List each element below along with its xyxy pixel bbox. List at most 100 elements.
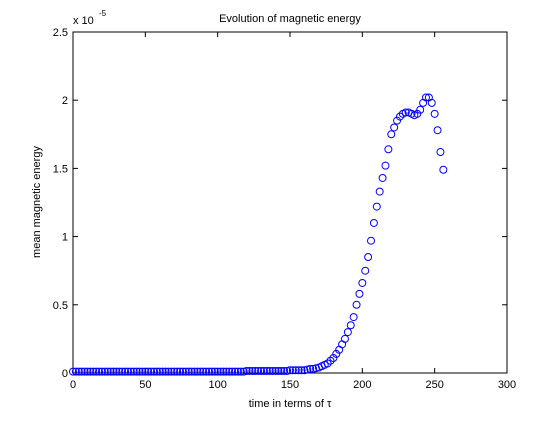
marker: [329, 353, 338, 362]
marker: [323, 359, 332, 368]
marker: [92, 367, 101, 376]
y-tick-label: 0.5: [53, 300, 68, 312]
marker: [248, 366, 257, 375]
marker: [349, 313, 358, 322]
marker: [190, 367, 199, 376]
marker: [233, 367, 242, 376]
marker: [375, 187, 384, 196]
chart-title: Evolution of magnetic energy: [219, 13, 361, 25]
marker: [381, 161, 390, 170]
marker: [283, 366, 292, 375]
marker: [115, 367, 124, 376]
marker: [268, 366, 277, 375]
marker: [439, 165, 448, 174]
marker: [416, 105, 425, 114]
marker: [135, 367, 144, 376]
marker: [286, 366, 294, 375]
marker: [401, 108, 410, 117]
marker: [83, 367, 92, 376]
marker: [384, 145, 393, 154]
marker: [355, 289, 364, 298]
marker: [288, 366, 297, 375]
marker: [210, 367, 219, 376]
marker: [271, 366, 280, 375]
marker: [97, 367, 106, 376]
marker: [118, 367, 127, 376]
marker: [207, 367, 216, 376]
marker: [277, 366, 286, 375]
marker: [436, 148, 445, 157]
marker: [395, 112, 404, 121]
y-tick-label: 2: [62, 95, 68, 107]
marker: [123, 367, 132, 376]
marker: [181, 367, 190, 376]
marker: [303, 365, 312, 374]
marker: [129, 367, 138, 376]
marker: [170, 367, 179, 376]
y-axis-label: mean magnetic energy: [31, 146, 43, 258]
y-multiplier-exponent: -5: [99, 9, 107, 18]
marker: [352, 300, 361, 309]
marker: [262, 366, 271, 375]
marker: [155, 367, 164, 376]
marker: [358, 278, 367, 287]
marker: [74, 367, 83, 376]
marker: [86, 367, 95, 376]
marker: [312, 364, 321, 373]
marker: [164, 367, 173, 376]
marker: [251, 366, 260, 375]
x-tick-label: 100: [208, 379, 226, 391]
marker: [280, 366, 289, 375]
marker: [332, 349, 341, 358]
marker: [152, 367, 161, 376]
marker: [300, 366, 309, 375]
marker: [187, 367, 196, 376]
marker: [100, 367, 109, 376]
marker: [294, 366, 303, 375]
marker: [95, 367, 104, 376]
marker: [222, 367, 231, 376]
marker: [126, 367, 135, 376]
marker: [80, 367, 89, 376]
marker: [199, 367, 208, 376]
marker: [367, 236, 376, 245]
marker: [274, 366, 283, 375]
marker: [167, 367, 176, 376]
y-tick-label: 0: [62, 368, 68, 380]
marker: [306, 364, 315, 373]
marker: [193, 367, 202, 376]
marker: [69, 367, 77, 376]
marker: [89, 367, 98, 376]
marker: [173, 367, 182, 376]
marker: [309, 364, 318, 373]
marker: [393, 116, 402, 125]
marker: [378, 173, 387, 182]
marker: [132, 367, 141, 376]
marker: [216, 367, 225, 376]
marker: [231, 367, 240, 376]
marker: [413, 109, 422, 118]
y-tick-label: 1.5: [53, 163, 68, 175]
marker: [219, 367, 228, 376]
marker: [147, 367, 156, 376]
marker: [291, 366, 300, 375]
y-multiplier: x 10: [73, 15, 94, 27]
marker: [372, 202, 381, 211]
marker: [297, 366, 306, 375]
x-tick-label: 300: [498, 379, 516, 391]
marker: [242, 366, 251, 375]
marker: [141, 367, 150, 376]
plot-area: [72, 31, 508, 374]
marker: [369, 218, 378, 227]
marker: [340, 334, 349, 343]
marker: [112, 367, 121, 376]
x-tick-label: 50: [139, 379, 151, 391]
marker: [427, 98, 436, 107]
marker: [178, 367, 187, 376]
x-axis-label: time in terms of τ: [249, 398, 332, 410]
marker: [259, 366, 268, 375]
y-tick-label: 1: [62, 232, 68, 244]
marker: [228, 367, 237, 376]
marker: [109, 367, 118, 376]
